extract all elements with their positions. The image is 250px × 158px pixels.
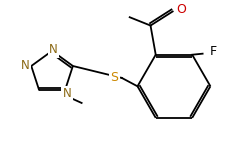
Text: S: S	[110, 71, 118, 85]
Text: F: F	[210, 45, 216, 58]
Text: O: O	[176, 3, 186, 16]
Text: N: N	[21, 60, 30, 73]
Text: N: N	[49, 43, 58, 56]
Text: N: N	[63, 87, 72, 100]
